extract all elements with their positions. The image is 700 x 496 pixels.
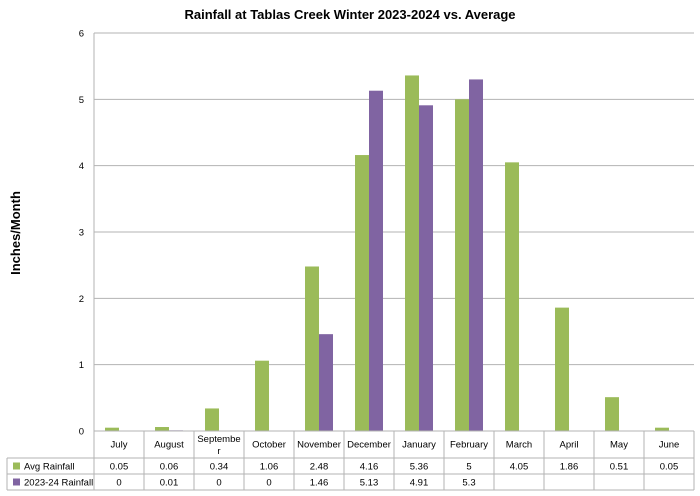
x-tick-label: December	[347, 440, 391, 451]
bar-current	[369, 90, 383, 432]
data-label: 5.13	[360, 478, 379, 489]
bar-avg	[455, 99, 469, 431]
data-label: 0	[116, 478, 121, 489]
x-tick-label: May	[610, 440, 628, 451]
data-label: 1.06	[260, 462, 279, 473]
x-tick-label: March	[506, 440, 532, 451]
chart-title: Rainfall at Tablas Creek Winter 2023-202…	[184, 7, 515, 22]
bar-avg	[355, 155, 369, 431]
data-label: 0.01	[160, 478, 179, 489]
y-axis-label: Inches/Month	[8, 191, 23, 275]
x-tick-label: r	[217, 446, 220, 457]
data-label: 0.05	[660, 462, 679, 473]
bar-current	[419, 105, 433, 431]
data-label: 0.34	[210, 462, 229, 473]
bar-avg	[405, 75, 419, 431]
legend-key	[13, 478, 20, 486]
x-tick-label: April	[559, 440, 578, 451]
data-label: 2.48	[310, 462, 329, 473]
data-label: 0	[266, 478, 271, 489]
x-tick-label: October	[252, 440, 286, 451]
data-label: 1.46	[310, 478, 329, 489]
y-tick-label: 0	[79, 427, 84, 438]
bar-avg	[555, 307, 569, 431]
data-label: 1.86	[560, 462, 579, 473]
bar-current	[319, 334, 333, 431]
x-tick-label: June	[659, 440, 680, 451]
y-tick-label: 6	[79, 29, 84, 40]
bar-avg	[505, 162, 519, 431]
bar-avg	[205, 408, 219, 431]
x-tick-label: February	[450, 440, 488, 451]
x-tick-label: November	[297, 440, 341, 451]
y-tick-label: 5	[79, 95, 84, 106]
legend-key	[13, 462, 20, 470]
y-tick-label: 1	[79, 360, 84, 371]
bar-avg	[155, 427, 169, 431]
y-tick-label: 4	[79, 161, 84, 172]
data-label: 0.06	[160, 462, 179, 473]
data-label: 5.3	[462, 478, 475, 489]
x-tick-label: August	[154, 440, 184, 451]
bar-avg	[655, 427, 669, 431]
bar-current	[469, 79, 483, 431]
y-tick-label: 3	[79, 228, 84, 239]
data-label: 0	[216, 478, 221, 489]
data-label: 0.51	[610, 462, 629, 473]
data-label: 4.05	[510, 462, 529, 473]
legend-label: 2023-24 Rainfall	[24, 478, 93, 489]
bar-avg	[255, 360, 269, 431]
legend-label: Avg Rainfall	[24, 462, 75, 473]
bar-avg	[105, 427, 119, 431]
bar-avg	[605, 397, 619, 431]
data-label: 5.36	[410, 462, 429, 473]
x-tick-label: January	[402, 440, 436, 451]
y-tick-label: 2	[79, 294, 84, 305]
data-label: 0.05	[110, 462, 129, 473]
data-label: 4.16	[360, 462, 379, 473]
data-label: 5	[466, 462, 471, 473]
bar-avg	[305, 266, 319, 431]
x-tick-label: July	[111, 440, 128, 451]
data-label: 4.91	[410, 478, 429, 489]
x-tick-label: Septembe	[197, 434, 240, 445]
